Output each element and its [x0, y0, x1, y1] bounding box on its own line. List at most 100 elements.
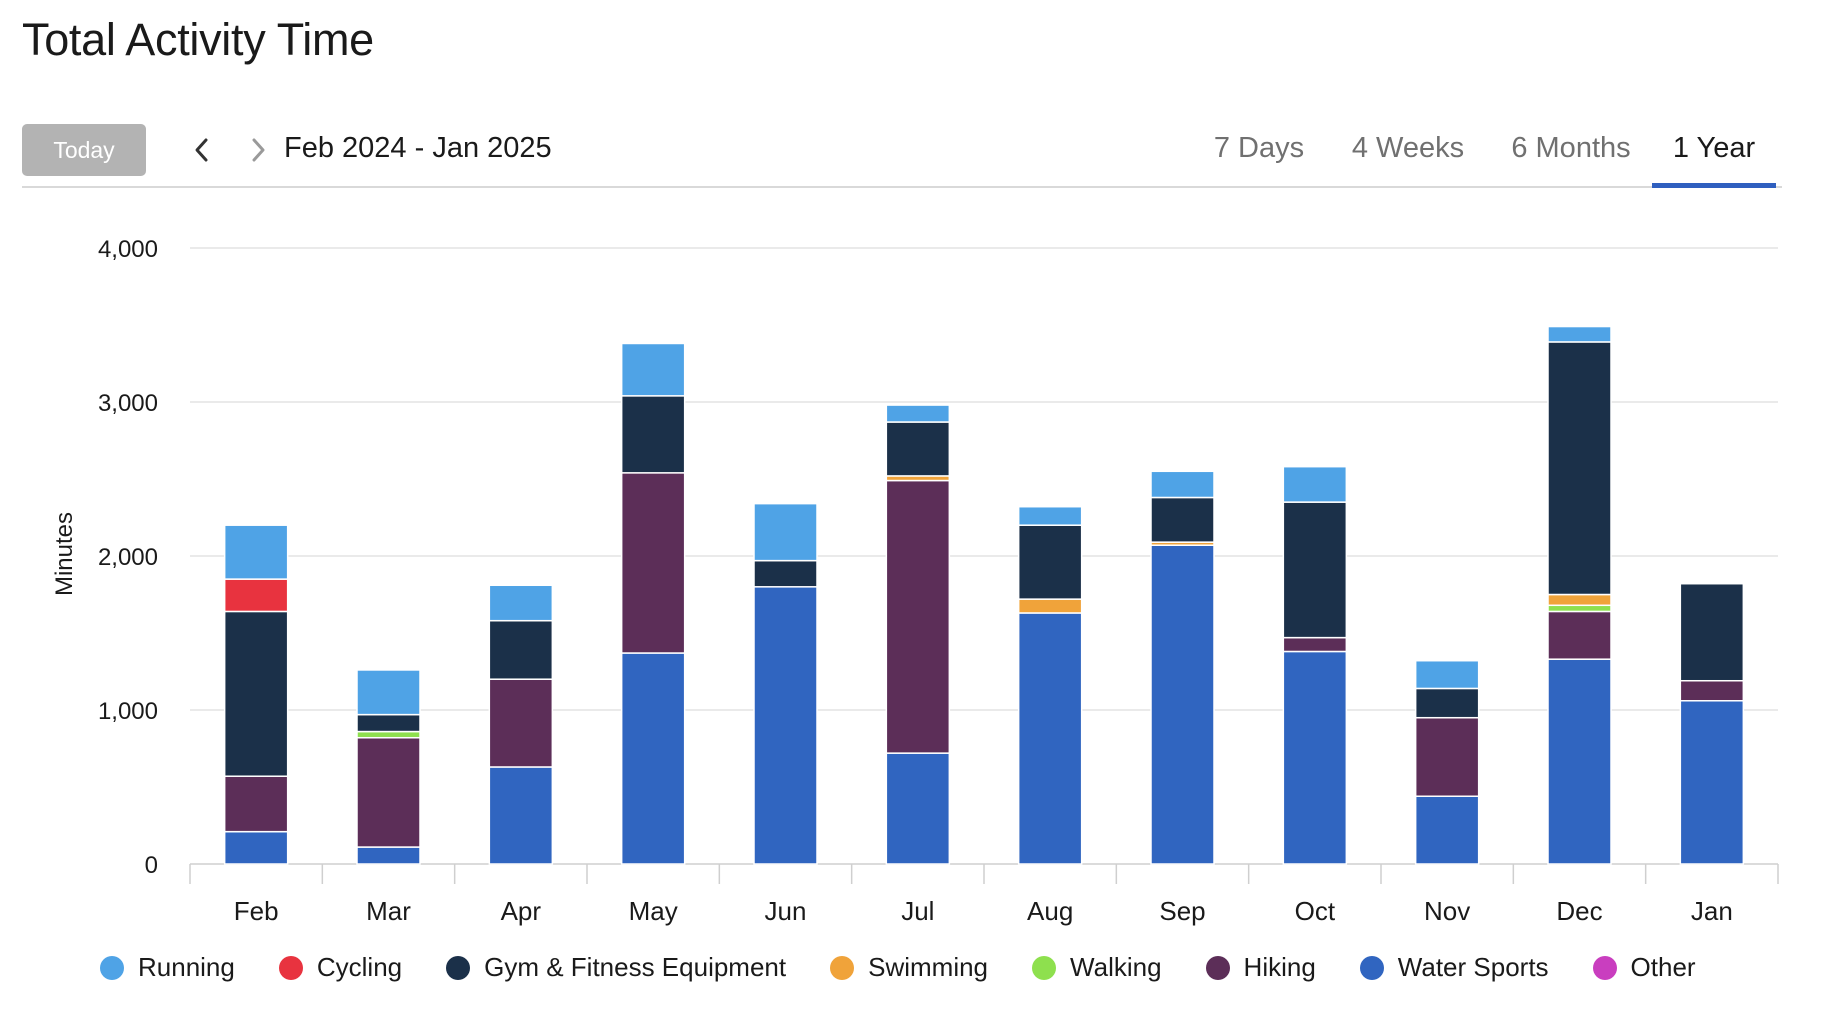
bar-segment[interactable]: [1679, 700, 1745, 865]
tab-6-months[interactable]: 6 Months: [1511, 132, 1631, 164]
bar-segment[interactable]: [1547, 593, 1612, 607]
bar-segment[interactable]: [753, 586, 818, 865]
x-tick-label: Apr: [501, 896, 542, 926]
x-tick-label: Feb: [234, 896, 279, 926]
bar-segment[interactable]: [1414, 687, 1480, 719]
bar-segment[interactable]: [1150, 544, 1215, 865]
legend-label: Walking: [1070, 952, 1162, 982]
legend-label: Cycling: [316, 952, 403, 982]
legend-swatch: [1032, 955, 1057, 980]
toolbar: Today Feb 2024 - Jan 2025 7 Days 4 Weeks…: [22, 122, 1782, 188]
activity-bar-chart: 0 1,000 2,000 3,000 4,000 Feb Mar Apr May Jun Jul A…: [51, 236, 1779, 926]
tab-1-year[interactable]: 1 Year: [1652, 122, 1776, 188]
bar-segment[interactable]: [885, 752, 951, 865]
bar-segment[interactable]: [223, 610, 289, 777]
legend-item[interactable]: Swimming: [830, 952, 988, 983]
bar-segment[interactable]: [620, 342, 686, 397]
chevron-right-icon[interactable]: [240, 130, 276, 170]
legend-swatch: [1592, 955, 1617, 980]
bar-segment[interactable]: [753, 502, 818, 562]
bar-segment[interactable]: [620, 395, 686, 474]
tab-4-weeks[interactable]: 4 Weeks: [1351, 132, 1465, 164]
chart-bars: [223, 325, 1745, 865]
bar-segment[interactable]: [356, 736, 421, 848]
bar-segment[interactable]: [753, 559, 818, 588]
bar-segment[interactable]: [885, 479, 951, 754]
x-tick-label: Jul: [901, 896, 934, 926]
legend-item[interactable]: Walking: [1032, 952, 1162, 983]
legend-item[interactable]: Cycling: [278, 952, 403, 983]
legend-label: Hiking: [1243, 952, 1316, 982]
bar-segment[interactable]: [356, 669, 421, 716]
legend-label: Gym & Fitness Equipment: [484, 952, 787, 982]
bar-segment[interactable]: [1414, 795, 1480, 865]
bar-segment[interactable]: [1547, 658, 1612, 865]
y-tick-label: 0: [145, 852, 158, 879]
y-tick-label: 2,000: [98, 544, 158, 571]
legend-item[interactable]: Other: [1592, 952, 1696, 983]
legend-swatch: [446, 955, 471, 980]
bar-segment[interactable]: [1547, 325, 1612, 343]
bar-segment[interactable]: [620, 472, 686, 654]
bar-segment[interactable]: [488, 678, 554, 768]
x-tick-label: Nov: [1424, 896, 1470, 926]
x-tick-label: Aug: [1027, 896, 1073, 926]
legend-swatch: [1359, 955, 1384, 980]
bar-segment[interactable]: [488, 584, 554, 622]
bar-segment[interactable]: [1282, 650, 1348, 865]
legend-item[interactable]: Water Sports: [1359, 952, 1549, 983]
bar-segment[interactable]: [1017, 598, 1083, 614]
bar-segment[interactable]: [620, 652, 686, 865]
x-tick-label: Jun: [765, 896, 807, 926]
chart-axes: 0 1,000 2,000 3,000 4,000 Feb Mar Apr May Jun Jul A…: [98, 236, 1779, 926]
legend-swatch: [830, 955, 855, 980]
legend-label: Running: [138, 952, 235, 982]
legend-item[interactable]: Running: [100, 952, 235, 983]
bar-segment[interactable]: [356, 846, 421, 865]
bar-segment[interactable]: [223, 524, 289, 580]
legend-label: Water Sports: [1397, 952, 1549, 982]
bar-segment[interactable]: [1547, 341, 1612, 596]
bar-segment[interactable]: [1282, 636, 1348, 653]
bar-segment[interactable]: [223, 578, 289, 613]
bar-segment[interactable]: [1282, 465, 1348, 503]
bar-segment[interactable]: [1017, 524, 1083, 600]
bar-segment[interactable]: [1679, 582, 1745, 682]
legend-item[interactable]: Hiking: [1205, 952, 1316, 983]
x-tick-label: Oct: [1295, 896, 1336, 926]
y-tick-label: 1,000: [98, 698, 158, 725]
x-tick-label: Dec: [1556, 896, 1602, 926]
legend-swatch: [100, 955, 124, 980]
legend-swatch: [278, 955, 303, 980]
y-tick-label: 3,000: [98, 390, 158, 417]
tab-7-days[interactable]: 7 Days: [1213, 132, 1305, 164]
bar-segment[interactable]: [356, 713, 421, 733]
bar-segment[interactable]: [1547, 610, 1612, 660]
today-button[interactable]: Today: [22, 124, 146, 176]
bar-segment[interactable]: [356, 730, 421, 739]
x-tick-label: Mar: [366, 896, 411, 926]
chevron-left-icon[interactable]: [184, 130, 220, 170]
bar-segment[interactable]: [223, 830, 289, 865]
page-title: Total Activity Time: [22, 14, 374, 65]
x-tick-label: Jan: [1691, 896, 1733, 926]
legend-swatch: [1205, 955, 1230, 980]
bar-segment[interactable]: [223, 775, 289, 833]
bar-segment[interactable]: [885, 404, 951, 423]
bar-segment[interactable]: [1414, 716, 1480, 797]
bar-segment[interactable]: [488, 766, 554, 865]
y-tick-label: 4,000: [98, 236, 158, 263]
bar-segment[interactable]: [885, 421, 951, 477]
bar-segment[interactable]: [1017, 505, 1083, 526]
y-axis-label: Minutes: [51, 512, 78, 596]
bar-segment[interactable]: [488, 619, 554, 680]
bar-segment[interactable]: [1150, 470, 1215, 499]
legend-item[interactable]: Gym & Fitness Equipment: [446, 952, 786, 983]
bar-segment[interactable]: [1547, 604, 1612, 613]
bar-segment[interactable]: [1017, 612, 1083, 865]
bar-segment[interactable]: [1282, 501, 1348, 639]
legend-label: Other: [1630, 952, 1696, 982]
bar-segment[interactable]: [1150, 496, 1215, 543]
bar-segment[interactable]: [1414, 659, 1480, 690]
bar-segment[interactable]: [1679, 679, 1745, 702]
